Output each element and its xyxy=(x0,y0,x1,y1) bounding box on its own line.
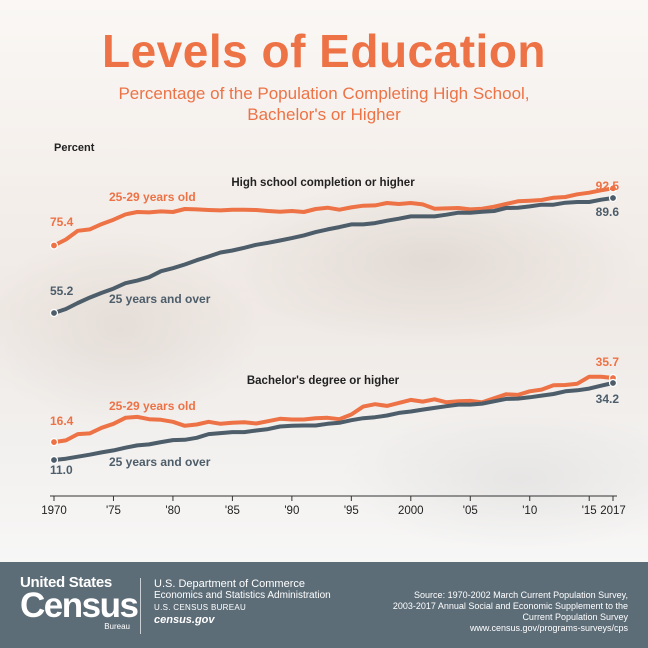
page-subtitle: Percentage of the Population Completing … xyxy=(118,84,530,124)
census-bureau-logo: United States Census Bureau xyxy=(20,574,139,638)
source-url[interactable]: www.census.gov/programs-surveys/cps xyxy=(469,623,628,633)
series-start-point xyxy=(49,308,59,318)
chart-panel-2: Bachelor's degree or higher 16.4 35.7 25-29… xyxy=(49,355,620,477)
x-tick-label: 1970 xyxy=(41,505,67,517)
logo-top-text: United States xyxy=(20,574,112,591)
series-start-label: 16.4 xyxy=(50,414,74,428)
panel-title: Bachelor's degree or higher xyxy=(247,375,400,387)
series-end-point xyxy=(608,378,618,388)
page-title: Levels of Education xyxy=(101,25,547,77)
logo-main-text: Census xyxy=(20,586,139,625)
x-tick-label: 2000 xyxy=(398,505,424,517)
x-tick-label: '85 xyxy=(225,505,240,517)
panel-title: High school completion or higher xyxy=(231,177,415,189)
series-end-point xyxy=(608,184,618,193)
source-line-2: 2003-2017 Annual Social and Economic Sup… xyxy=(392,601,628,611)
x-tick-label: '10 xyxy=(522,505,537,517)
background-photo xyxy=(0,0,648,562)
x-tick-label: '95 xyxy=(344,505,359,517)
footer-bar: United States Census Bureau U.S. Departm… xyxy=(0,562,648,648)
footer-divider xyxy=(140,578,141,634)
x-tick-label: '75 xyxy=(106,505,121,517)
education-line-chart: Percent High school completion or higher… xyxy=(41,142,626,517)
series-end-label: 89.6 xyxy=(596,205,620,219)
series-start-point xyxy=(49,437,59,447)
source-line-1: Source: 1970-2002 March Current Populati… xyxy=(414,590,628,600)
dept-esa: Economics and Statistics Administration xyxy=(154,590,331,601)
x-tick-label: 2017 xyxy=(600,505,626,517)
series-end-label: 92.5 xyxy=(596,179,620,193)
series-end-label: 34.2 xyxy=(596,392,620,406)
x-tick-label: '80 xyxy=(165,505,180,517)
series-end-label: 35.7 xyxy=(596,355,620,369)
department-info: U.S. Department of Commerce Economics an… xyxy=(154,578,331,626)
series-line-age-25-plus xyxy=(52,196,615,315)
series-line-age-25-29 xyxy=(52,186,615,248)
source-note: Source: 1970-2002 March Current Populati… xyxy=(368,590,628,634)
logo-bottom-text: Bureau xyxy=(104,622,130,631)
x-tick-label: '05 xyxy=(463,505,478,517)
series-line-age-25-plus xyxy=(52,381,615,462)
series-name-label: 25-29 years old xyxy=(109,190,196,204)
x-tick-label: '90 xyxy=(284,505,299,517)
chart-panel-1: High school completion or higher 75.4 92.5… xyxy=(49,177,620,318)
dept-commerce: U.S. Department of Commerce xyxy=(154,578,305,590)
series-start-point xyxy=(49,455,59,465)
series-start-label: 75.4 xyxy=(50,215,74,229)
series-start-label: 11.0 xyxy=(50,463,73,477)
series-name-label: 25-29 years old xyxy=(109,399,196,413)
series-line-age-25-29 xyxy=(52,374,615,445)
series-start-label: 55.2 xyxy=(50,284,74,298)
x-tick-label: '15 xyxy=(582,505,597,517)
source-line-3: Current Population Survey xyxy=(522,612,628,622)
series-name-label: 25 years and over xyxy=(109,455,211,469)
census-gov-link[interactable]: census.gov xyxy=(154,614,215,626)
background-haze xyxy=(0,0,648,562)
series-end-point xyxy=(608,193,618,203)
series-start-point xyxy=(49,241,59,250)
series-name-label: 25 years and over xyxy=(109,292,211,306)
y-axis-label: Percent xyxy=(54,142,95,154)
dept-census-bureau: U.S. CENSUS BUREAU xyxy=(154,603,247,612)
